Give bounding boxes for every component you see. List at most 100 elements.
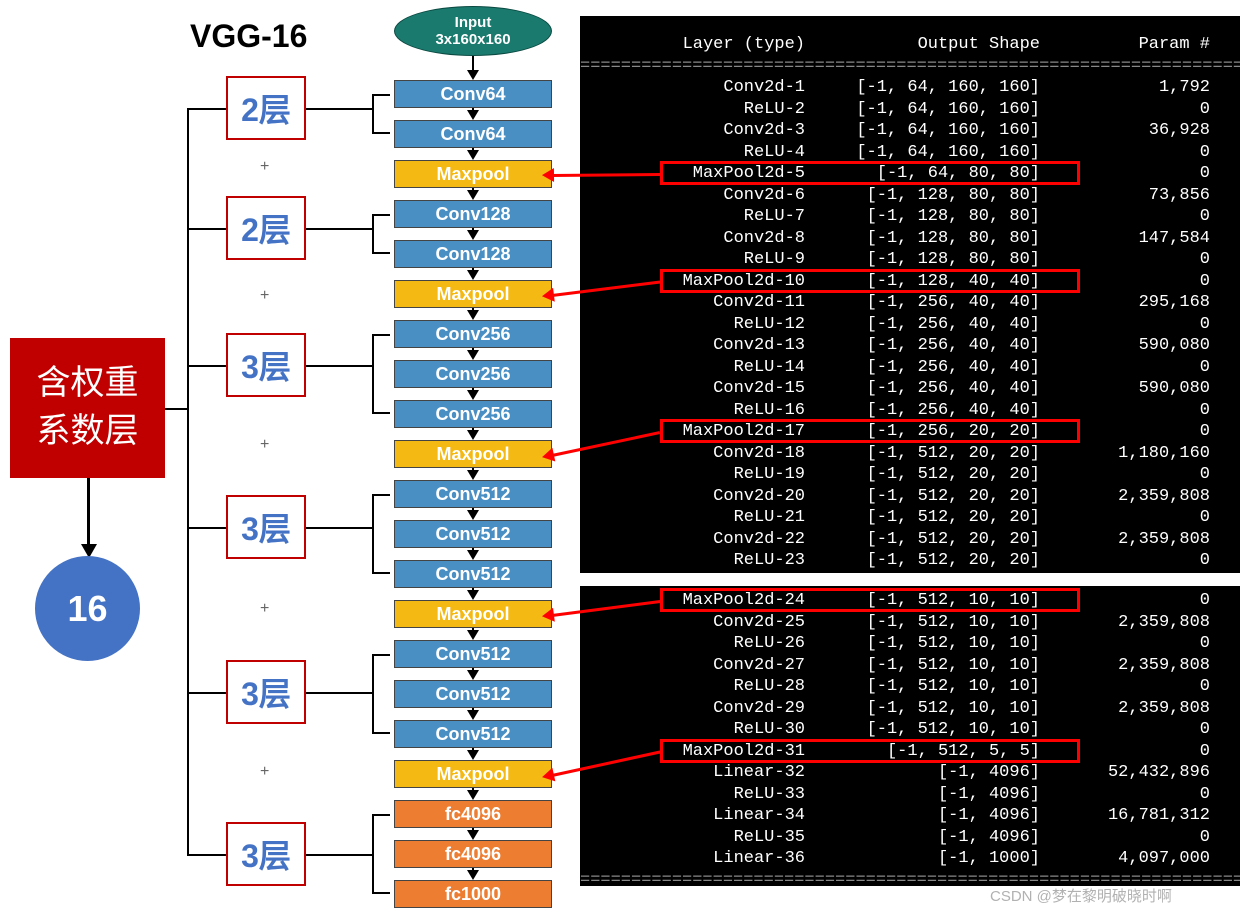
th-shape: Output Shape [815,34,1050,56]
cell-param: 0 [1050,400,1225,422]
arrow-head [467,750,479,760]
highlight-box [660,739,1080,763]
bracket [372,814,390,894]
table-row: Conv2d-27[-1, 512, 10, 10]2,359,808 [580,655,1240,677]
layer-count-box: 3层 [226,495,306,559]
cell-layer: Conv2d-1 [580,77,815,99]
cell-layer: Conv2d-8 [580,228,815,250]
table-row: Conv2d-1[-1, 64, 160, 160]1,792 [580,77,1240,99]
conn-h [187,854,226,856]
table-row: ReLU-2[-1, 64, 160, 160]0 [580,99,1240,121]
cell-layer: Conv2d-3 [580,120,815,142]
bracket [372,654,390,734]
arch-block-conv: Conv256 [394,360,552,388]
cell-shape: [-1, 4096] [815,805,1050,827]
cell-param: 0 [1050,676,1225,698]
cell-param: 4,097,000 [1050,848,1225,870]
table-row: ReLU-30[-1, 512, 10, 10]0 [580,719,1240,741]
cell-shape: [-1, 4096] [815,784,1050,806]
cell-layer: ReLU-21 [580,507,815,529]
arrow-head [467,70,479,80]
th-layer: Layer (type) [580,34,815,56]
arch-block-fc: fc4096 [394,800,552,828]
cell-param: 590,080 [1050,378,1225,400]
layer-count-box: 3层 [226,333,306,397]
cell-param: 0 [1050,99,1225,121]
cell-shape: [-1, 512, 20, 20] [815,529,1050,551]
cell-layer: ReLU-35 [580,827,815,849]
highlight-box [660,161,1080,185]
cell-shape: [-1, 512, 20, 20] [815,550,1050,572]
eq-line: ========================================… [580,56,1240,78]
th-param: Param # [1050,34,1225,56]
cell-param: 36,928 [1050,120,1225,142]
conn-h [187,365,226,367]
cell-shape: [-1, 4096] [815,827,1050,849]
highlight-box [660,269,1080,293]
arrow-head [467,670,479,680]
cell-param: 16,781,312 [1050,805,1225,827]
watermark: CSDN @梦在黎明破晓时啊 [990,885,1172,906]
cell-param: 0 [1050,784,1225,806]
conn-h [187,527,226,529]
weight-label-box: 含权重 系数层 [10,338,165,478]
cell-shape: [-1, 512, 10, 10] [815,719,1050,741]
cell-shape: [-1, 256, 40, 40] [815,357,1050,379]
table-row: ReLU-4[-1, 64, 160, 160]0 [580,142,1240,164]
conn-h [187,692,226,694]
arch-block-conv: Conv64 [394,80,552,108]
arrow-head [467,230,479,240]
cell-param: 590,080 [1050,335,1225,357]
bracket [372,494,390,574]
highlight-box [660,419,1080,443]
cell-param: 0 [1050,507,1225,529]
cell-param: 147,584 [1050,228,1225,250]
arrow-head [467,470,479,480]
cell-shape: [-1, 512, 20, 20] [815,486,1050,508]
cell-param: 0 [1050,314,1225,336]
cell-param: 0 [1050,357,1225,379]
table-row: Conv2d-29[-1, 512, 10, 10]2,359,808 [580,698,1240,720]
cell-layer: ReLU-7 [580,206,815,228]
arch-block-conv: Conv512 [394,640,552,668]
cell-layer: Conv2d-20 [580,486,815,508]
cell-param: 0 [1050,142,1225,164]
cell-layer: Linear-32 [580,762,815,784]
table-row: Linear-34[-1, 4096]16,781,312 [580,805,1240,827]
title: VGG-16 [190,18,307,55]
table-row: ReLU-14[-1, 256, 40, 40]0 [580,357,1240,379]
arrow-head [467,510,479,520]
arch-block-conv: Conv512 [394,520,552,548]
bracket [372,334,390,414]
bracket [372,94,390,134]
cell-layer: ReLU-14 [580,357,815,379]
arrow-head [467,790,479,800]
cell-shape: [-1, 1000] [815,848,1050,870]
arrow-head [467,590,479,600]
table-row: Conv2d-20[-1, 512, 20, 20]2,359,808 [580,486,1240,508]
cell-param: 0 [1050,464,1225,486]
table-row: ReLU-16[-1, 256, 40, 40]0 [580,400,1240,422]
arrow-head [467,310,479,320]
table-row: Conv2d-8[-1, 128, 80, 80]147,584 [580,228,1240,250]
cell-param: 2,359,808 [1050,655,1225,677]
bracket-conn [306,365,372,367]
cell-param: 0 [1050,249,1225,271]
arrow-head [467,550,479,560]
arch-block-fc: fc4096 [394,840,552,868]
cell-layer: ReLU-2 [580,99,815,121]
cell-param: 2,359,808 [1050,612,1225,634]
conn [165,408,187,410]
cell-shape: [-1, 64, 160, 160] [815,120,1050,142]
cell-layer: Conv2d-27 [580,655,815,677]
cell-layer: Conv2d-13 [580,335,815,357]
arch-block-pool: Maxpool [394,760,552,788]
plus-icon: + [260,158,269,176]
cell-param: 0 [1050,206,1225,228]
cell-param: 0 [1050,550,1225,572]
cell-layer: Conv2d-25 [580,612,815,634]
arch-block-conv: Conv512 [394,720,552,748]
table-row: Conv2d-22[-1, 512, 20, 20]2,359,808 [580,529,1240,551]
cell-param: 0 [1050,633,1225,655]
table-row: ReLU-12[-1, 256, 40, 40]0 [580,314,1240,336]
